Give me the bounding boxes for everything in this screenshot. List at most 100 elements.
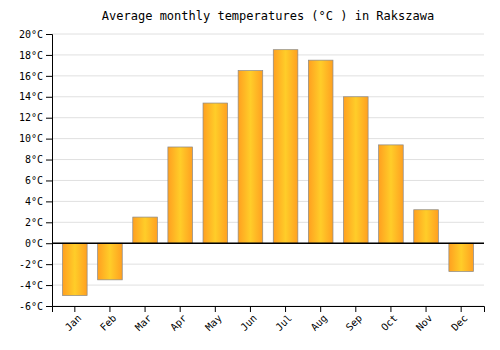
x-tick: Feb — [98, 306, 119, 333]
y-tick-label: -2°C — [19, 259, 43, 270]
bar — [63, 243, 88, 295]
bar — [133, 217, 158, 243]
grid-line — [52, 54, 484, 55]
bar — [344, 97, 369, 243]
bar — [203, 103, 228, 243]
x-tick-mark — [74, 306, 75, 312]
y-tick-label: 10°C — [19, 133, 43, 144]
y-tick-label: 20°C — [19, 29, 43, 40]
y-tick: 8°C — [25, 154, 52, 165]
grid-line — [52, 285, 484, 286]
y-tick-label: 16°C — [19, 71, 43, 82]
x-tick-label: Jan — [63, 312, 84, 333]
x-tick-label: Mar — [133, 312, 154, 333]
y-tick: 18°C — [19, 50, 52, 61]
y-tick-mark — [46, 139, 52, 140]
x-tick: Apr — [168, 306, 189, 333]
grid-line — [52, 34, 484, 35]
x-tick-mark — [390, 306, 391, 312]
x-tick-label: Aug — [309, 312, 330, 333]
y-tick-mark — [46, 55, 52, 56]
bar — [449, 243, 474, 271]
y-tick-mark — [46, 285, 52, 286]
x-tick-mark — [145, 306, 146, 312]
x-tick-mark — [355, 306, 356, 312]
bar — [414, 210, 439, 243]
x-tick-label: Apr — [168, 312, 189, 333]
x-tick: Jun — [238, 306, 259, 333]
x-tick-label: Dec — [449, 312, 470, 333]
x-tick: Jan — [63, 306, 84, 333]
x-tick-mark — [285, 306, 286, 312]
x-tick-label: Jun — [238, 312, 259, 333]
y-tick-mark — [46, 243, 52, 244]
y-tick-label: -6°C — [19, 301, 43, 312]
bar — [273, 50, 298, 244]
y-tick: -4°C — [19, 280, 52, 291]
y-tick-mark — [46, 76, 52, 77]
grid-line — [52, 201, 484, 202]
x-tick-mark — [320, 306, 321, 312]
y-tick-mark — [46, 306, 52, 307]
x-tick-label: Nov — [414, 312, 435, 333]
y-tick-label: 2°C — [25, 217, 43, 228]
x-tick-mark — [250, 306, 251, 312]
bar — [238, 71, 263, 244]
y-tick-mark — [46, 97, 52, 98]
x-tick-mark — [215, 306, 216, 312]
y-tick: 10°C — [19, 133, 52, 144]
x-tick: Sep — [344, 306, 365, 333]
y-tick-mark — [46, 222, 52, 223]
title: Average monthly temperatures (°C ) in Ra… — [102, 9, 434, 23]
grid-line — [52, 96, 484, 97]
grid-line — [52, 75, 484, 76]
y-tick-mark — [46, 264, 52, 265]
plot: -6°C -4°C -2°C 0°C 2°C 4°C 6°C 8°C 10°C 12°C 14°C 1… — [19, 29, 485, 333]
x-axis-line — [53, 307, 485, 313]
y-tick: 16°C — [19, 71, 52, 82]
x-tick-label: May — [203, 312, 224, 333]
x-tick-label: Jul — [273, 312, 294, 333]
x-tick-label: Sep — [344, 312, 365, 333]
y-tick: -2°C — [19, 259, 52, 270]
bars — [63, 50, 474, 296]
bar — [168, 147, 193, 243]
y-axis-line — [46, 35, 53, 307]
y-tick-mark — [46, 180, 52, 181]
x-tick: Oct — [379, 306, 400, 333]
y-axis: -6°C -4°C -2°C 0°C 2°C 4°C 6°C 8°C 10°C 12°C 14°C 1… — [19, 29, 53, 312]
zero-line — [52, 242, 484, 244]
chart: -6°C -4°C -2°C 0°C 2°C 4°C 6°C 8°C 10°C 12°C 14°C 1… — [0, 0, 500, 350]
y-tick-mark — [46, 160, 52, 161]
x-tick-label: Feb — [98, 312, 119, 333]
grid-line — [52, 159, 484, 160]
y-tick: 2°C — [25, 217, 52, 228]
x-tick: May — [203, 306, 224, 333]
y-tick: 12°C — [19, 112, 52, 123]
bar — [379, 145, 404, 243]
y-tick: 14°C — [19, 91, 52, 102]
x-tick-mark — [180, 306, 181, 312]
x-tick-mark — [426, 306, 427, 312]
x-tick-mark — [109, 306, 110, 312]
x-tick-mark — [461, 306, 462, 312]
x-tick: Aug — [309, 306, 330, 333]
grid-line — [52, 117, 484, 118]
y-tick-label: 4°C — [25, 196, 43, 207]
grid-line — [52, 138, 484, 139]
y-tick: 4°C — [25, 196, 52, 207]
x-tick: Dec — [449, 306, 470, 333]
y-tick-label: 6°C — [25, 175, 43, 186]
grid-line — [52, 180, 484, 181]
y-tick-label: 12°C — [19, 112, 43, 123]
y-tick: 0°C — [25, 238, 52, 249]
x-axis: Jan Feb Mar Apr May Jun Jul Aug Sep Oct Nov Dec — [53, 306, 485, 333]
x-tick: Nov — [414, 306, 435, 333]
y-tick-label: 8°C — [25, 154, 43, 165]
grid-line — [52, 243, 484, 244]
y-tick: -6°C — [19, 301, 52, 312]
bar — [308, 60, 333, 243]
y-tick: 6°C — [25, 175, 52, 186]
y-tick-mark — [46, 118, 52, 119]
y-tick-label: 14°C — [19, 91, 43, 102]
